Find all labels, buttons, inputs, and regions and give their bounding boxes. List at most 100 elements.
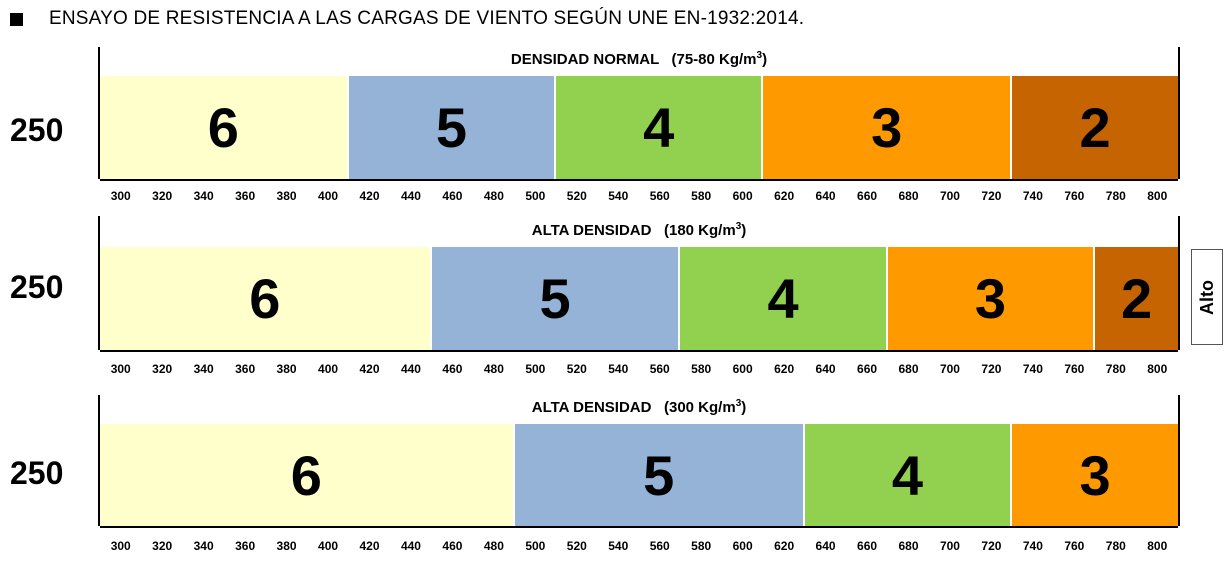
tick-label: 360 — [235, 189, 256, 203]
bar-segment-2: 2 — [1012, 76, 1178, 179]
tick-label: 480 — [483, 189, 504, 203]
segment-label: 4 — [891, 443, 924, 507]
axis-baseline — [100, 350, 1178, 352]
bar-segment-5: 5 — [431, 247, 681, 350]
bar-segment-3: 3 — [887, 247, 1096, 350]
tick-label: 720 — [981, 539, 1002, 553]
chart-frame — [98, 216, 1180, 350]
tick-label: 780 — [1105, 189, 1126, 203]
tick-label: 480 — [483, 539, 504, 553]
tick-label: 340 — [193, 362, 214, 376]
segment-label: 3 — [1079, 443, 1111, 507]
tick-label: 700 — [939, 189, 960, 203]
tick-label: 360 — [235, 362, 256, 376]
segment-label: 4 — [643, 96, 675, 159]
chart-subtitle-main: ALTA DENSIDAD — [531, 222, 652, 239]
row-label: 250 — [10, 269, 64, 305]
tick-label: 740 — [1022, 362, 1043, 376]
tick-label: 540 — [608, 362, 629, 376]
row-label: 250 — [10, 112, 64, 148]
tick-label: 700 — [939, 539, 960, 553]
chart-subtitle-main: DENSIDAD NORMAL — [510, 51, 659, 68]
segment-label: 6 — [207, 96, 239, 159]
tick-label: 560 — [649, 539, 670, 553]
tick-label: 600 — [732, 362, 753, 376]
tick-label: 660 — [857, 539, 878, 553]
tick-label: 480 — [483, 362, 504, 376]
segment-label: 2 — [1079, 96, 1111, 159]
tick-label: 580 — [691, 189, 712, 203]
tick-label: 800 — [1147, 539, 1168, 553]
tick-label: 800 — [1147, 189, 1168, 203]
tick-label: 380 — [276, 539, 297, 553]
segment-label: 5 — [643, 443, 675, 507]
segment-label: 6 — [290, 443, 322, 507]
tick-label: 600 — [732, 189, 753, 203]
bar-segment-3: 3 — [763, 76, 1013, 179]
tick-label: 680 — [898, 189, 919, 203]
x-axis-ticks: 300 320 340 360 380 400 420 440 460 480 500 520 540 5… — [0, 539, 1232, 555]
tick-label: 400 — [318, 189, 339, 203]
segment-label: 2 — [1120, 267, 1153, 330]
segment-label: 5 — [435, 96, 467, 159]
tick-label: 720 — [981, 189, 1002, 203]
tick-label: 520 — [566, 362, 587, 376]
side-label-box: Alto — [1191, 249, 1223, 345]
tick-label: 440 — [400, 539, 421, 553]
x-axis-ticks: 300 320 340 360 380 400 420 440 460 480 500 520 540 5… — [0, 362, 1232, 378]
chart-subtitle: ALTA DENSIDAD (300 Kg/m3) — [98, 398, 1180, 416]
tick-label: 560 — [649, 189, 670, 203]
tick-label: 760 — [1064, 539, 1085, 553]
tick-label: 540 — [608, 539, 629, 553]
tick-label: 420 — [359, 539, 380, 553]
tick-label: 640 — [815, 189, 836, 203]
row-label: 250 — [10, 455, 64, 491]
axis-baseline — [100, 179, 1178, 181]
tick-label: 500 — [525, 539, 546, 553]
bar-segment-4: 4 — [556, 76, 764, 179]
square-bullet-icon — [10, 12, 23, 26]
tick-label: 800 — [1147, 362, 1168, 376]
tick-label: 600 — [732, 539, 753, 553]
bar-segment-2: 2 — [1095, 247, 1178, 350]
tick-label: 540 — [608, 189, 629, 203]
tick-label: 320 — [152, 539, 173, 553]
axis-baseline — [100, 526, 1178, 528]
tick-label: 700 — [939, 362, 960, 376]
tick-label: 500 — [525, 189, 546, 203]
bar-segment-4: 4 — [804, 424, 1013, 526]
chart-frame — [98, 395, 1180, 526]
chart-subtitle: ALTA DENSIDAD (180 Kg/m3) — [98, 221, 1180, 239]
tick-label: 640 — [815, 362, 836, 376]
tick-label: 460 — [442, 539, 463, 553]
tick-label: 440 — [400, 189, 421, 203]
stacked-bar: 6 5 4 3 2 — [100, 247, 1178, 350]
stacked-bar: 6 5 4 3 — [100, 424, 1178, 526]
chart-subtitle-sup: 3 — [735, 398, 742, 409]
segment-label: 3 — [871, 96, 903, 159]
tick-label: 760 — [1064, 189, 1085, 203]
chart-subtitle-main: ALTA DENSIDAD — [531, 399, 652, 416]
bar-segment-6: 6 — [100, 424, 515, 526]
tick-label: 580 — [691, 539, 712, 553]
chart-subtitle-close: ) — [741, 222, 747, 239]
chart-subtitle-unit: (300 Kg/m — [663, 399, 736, 416]
tick-label: 520 — [566, 539, 587, 553]
chart-subtitle-sup: 3 — [735, 221, 742, 232]
tick-label: 560 — [649, 362, 670, 376]
side-label: Alto — [1196, 279, 1217, 315]
x-axis-ticks: 300 320 340 360 380 400 420 440 460 480 500 520 540 5… — [0, 189, 1232, 205]
stacked-bar: 6 5 4 3 2 — [100, 76, 1178, 179]
page-header: ENSAYO DE RESISTENCIA A LAS CARGAS DE VI… — [10, 7, 804, 31]
chart-subtitle-close: ) — [741, 399, 747, 416]
tick-label: 520 — [566, 189, 587, 203]
tick-label: 500 — [525, 362, 546, 376]
tick-label: 360 — [235, 539, 256, 553]
chart-subtitle-unit: (180 Kg/m — [663, 222, 736, 239]
tick-label: 780 — [1105, 539, 1126, 553]
segment-label: 3 — [974, 267, 1006, 330]
tick-label: 340 — [193, 539, 214, 553]
segment-label: 4 — [767, 267, 799, 330]
tick-label: 620 — [774, 189, 795, 203]
tick-label: 780 — [1105, 362, 1126, 376]
